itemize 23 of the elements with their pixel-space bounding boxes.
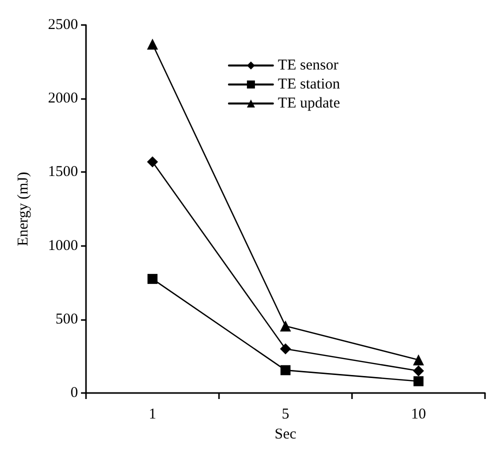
point	[280, 320, 291, 332]
point	[414, 376, 424, 386]
y-tick-label: 2000	[48, 90, 78, 107]
point	[148, 274, 158, 284]
y-tick-label: 1000	[48, 238, 78, 254]
y-axis-title: Energy (mJ)	[16, 172, 32, 246]
legend-label: TE station	[278, 76, 340, 92]
point	[280, 365, 290, 376]
point	[280, 343, 291, 354]
x-tick-label: 10	[411, 406, 426, 422]
y-tick-label: 1500	[48, 164, 78, 180]
point	[413, 365, 424, 376]
x-axis-title: Sec	[274, 426, 297, 442]
legend-label: TE update	[278, 96, 340, 112]
x-tick-label: 1	[148, 406, 156, 422]
point	[413, 354, 424, 366]
y-tick-label: 0	[70, 385, 78, 401]
point	[147, 156, 158, 168]
point	[147, 38, 158, 50]
x-tick-label: 5	[282, 406, 290, 422]
legend-label: TE sensor	[278, 58, 338, 74]
y-tick-label: 2500	[48, 17, 78, 33]
y-tick-label: 500	[56, 311, 78, 328]
